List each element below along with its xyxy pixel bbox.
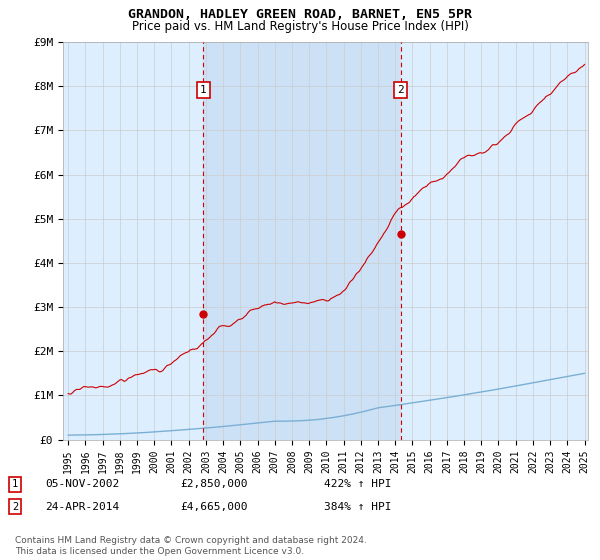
Text: 2: 2 [12,502,18,512]
Text: Contains HM Land Registry data © Crown copyright and database right 2024.
This d: Contains HM Land Registry data © Crown c… [15,536,367,556]
Text: GRANDON, HADLEY GREEN ROAD, BARNET, EN5 5PR: GRANDON, HADLEY GREEN ROAD, BARNET, EN5 … [128,8,472,21]
Text: 1: 1 [12,479,18,489]
Bar [203,42,401,440]
Text: 05-NOV-2002: 05-NOV-2002 [45,479,119,489]
Text: 2: 2 [397,85,404,95]
Text: 422% ↑ HPI: 422% ↑ HPI [324,479,392,489]
Text: £4,665,000: £4,665,000 [180,502,248,512]
Text: Price paid vs. HM Land Registry's House Price Index (HPI): Price paid vs. HM Land Registry's House … [131,20,469,32]
Text: 384% ↑ HPI: 384% ↑ HPI [324,502,392,512]
Text: 1: 1 [200,85,206,95]
Text: £2,850,000: £2,850,000 [180,479,248,489]
Text: 24-APR-2014: 24-APR-2014 [45,502,119,512]
